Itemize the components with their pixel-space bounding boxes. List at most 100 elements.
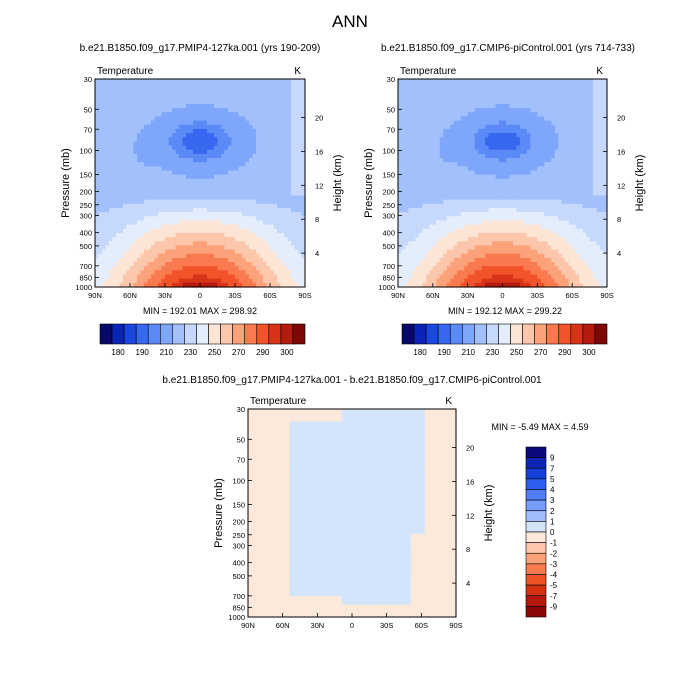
heatmap-cell — [453, 91, 458, 97]
heatmap-cell — [277, 278, 282, 284]
heatmap-cell — [298, 278, 303, 284]
heatmap-cell — [165, 87, 170, 93]
heatmap-cell — [144, 170, 149, 176]
heatmap-cell — [593, 112, 598, 118]
heatmap-cell — [398, 158, 403, 163]
heatmap-cell — [446, 149, 451, 155]
heatmap-cell — [572, 99, 577, 105]
heatmap-cell — [214, 282, 219, 288]
heatmap-cell — [147, 162, 152, 167]
heatmap-cell — [193, 282, 198, 288]
heatmap-cell — [147, 137, 152, 142]
heatmap-cell — [558, 199, 563, 205]
heatmap-cell — [411, 137, 417, 142]
heatmap-cell — [443, 87, 448, 93]
heatmap-cell — [450, 183, 455, 188]
heatmap-cell — [298, 237, 303, 242]
heatmap-cell — [140, 262, 145, 267]
heatmap-cell — [172, 212, 177, 217]
heatmap-cell — [179, 158, 184, 163]
heatmap-cell — [231, 158, 236, 163]
heatmap-cell — [133, 183, 138, 188]
heatmap-cell — [505, 199, 511, 205]
heatmap-cell — [422, 103, 427, 109]
heatmap-cell — [231, 124, 236, 130]
heatmap-cell — [502, 158, 507, 163]
heatmap-cell — [291, 178, 296, 184]
heatmap-cell — [411, 116, 417, 122]
heatmap-cell — [495, 187, 500, 192]
heatmap-cell — [249, 91, 254, 97]
heatmap-cell — [165, 145, 170, 151]
heatmap-cell — [298, 245, 303, 251]
heatmap-cell — [453, 103, 458, 109]
heatmap-cell — [537, 137, 542, 142]
heatmap-cell — [175, 141, 180, 147]
heatmap-cell — [453, 174, 458, 180]
heatmap-cell — [133, 137, 138, 142]
heatmap-cell — [582, 116, 587, 122]
heatmap-cell — [256, 124, 261, 130]
heatmap-cell — [165, 241, 170, 246]
heatmap-cell — [98, 95, 103, 101]
heatmap-cell — [467, 87, 472, 93]
heatmap-cell — [144, 141, 149, 147]
heatmap-cell — [481, 137, 486, 142]
heatmap-cell — [210, 282, 215, 288]
heatmap-cell — [499, 141, 504, 147]
heatmap-cell — [231, 83, 236, 88]
heatmap-cell — [575, 145, 580, 151]
heatmap-cell — [547, 133, 552, 138]
heatmap-cell — [203, 170, 208, 176]
heatmap-cell — [158, 83, 163, 88]
heatmap-cell — [224, 195, 229, 201]
heatmap-cell — [203, 128, 208, 134]
heatmap-cell — [98, 266, 103, 271]
heatmap-cell — [404, 166, 410, 172]
heatmap-cell — [478, 137, 483, 142]
heatmap-cell — [586, 174, 591, 180]
heatmap-cell — [485, 174, 490, 180]
heatmap-cell — [558, 158, 563, 163]
heatmap-cell — [119, 112, 124, 118]
heatmap-cell — [193, 120, 198, 126]
heatmap-cell — [175, 203, 180, 209]
heatmap-cell — [301, 103, 306, 109]
heatmap-cell — [561, 170, 566, 176]
heatmap-cell — [263, 145, 268, 151]
heatmap-cell — [200, 232, 205, 238]
heatmap-cell — [112, 166, 117, 172]
heatmap-cell — [415, 178, 420, 184]
heatmap-cell — [224, 220, 229, 226]
heatmap-cell — [137, 270, 142, 276]
heatmap-cell — [172, 153, 177, 159]
heatmap-cell — [123, 83, 128, 88]
heatmap-cell — [140, 203, 145, 209]
heatmap-cell — [551, 162, 556, 167]
heatmap-cell — [596, 87, 601, 93]
heatmap-cell — [425, 103, 430, 109]
heatmap-cell — [565, 99, 570, 105]
heatmap-cell — [126, 170, 131, 176]
heatmap-cell — [140, 145, 145, 151]
heatmap-cell — [266, 253, 271, 259]
heatmap-cell — [203, 224, 208, 230]
heatmap-cell — [189, 187, 194, 192]
heatmap-cell — [144, 158, 149, 163]
heatmap-cell — [554, 116, 559, 122]
heatmap-cell — [266, 249, 271, 255]
heatmap-cell — [530, 183, 535, 188]
heatmap-cell — [116, 128, 121, 134]
heatmap-cell — [210, 124, 215, 130]
heatmap-cell — [273, 145, 278, 151]
heatmap-cell — [161, 79, 166, 84]
heatmap-cell — [165, 158, 170, 163]
heatmap-cell — [165, 274, 170, 280]
heatmap-cell — [189, 108, 194, 113]
heatmap-cell — [495, 170, 500, 176]
heatmap-cell — [540, 120, 545, 126]
heatmap-cell — [294, 224, 299, 230]
heatmap-cell — [408, 128, 413, 134]
heatmap-cell — [119, 79, 124, 84]
heatmap-cell — [600, 95, 605, 101]
